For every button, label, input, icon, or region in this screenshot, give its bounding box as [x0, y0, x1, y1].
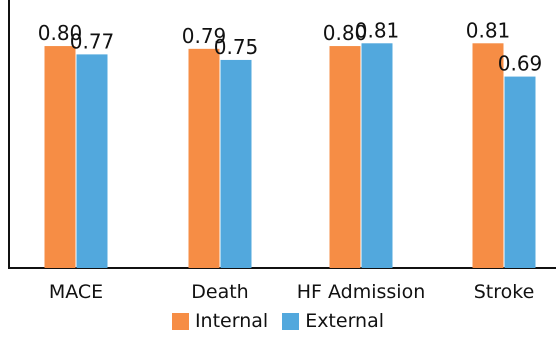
- data-label-internal-3: 0.81: [466, 18, 511, 42]
- bar-chart: 0.800.77 0.790.750.800.81 0.810.69 MACE Dea…: [8, 0, 556, 303]
- bar-external-1: [220, 59, 252, 268]
- category-label-2: HF Admission: [297, 281, 426, 303]
- legend-swatch-internal: [171, 312, 189, 330]
- bar-internal-0: [44, 46, 76, 269]
- category-label-1: Death: [191, 281, 248, 303]
- legend: Internal External: [0, 310, 556, 332]
- category-label-3: Stroke: [474, 281, 535, 303]
- data-label-internal-2: 0.80: [323, 21, 368, 45]
- bar-external-0: [76, 54, 108, 268]
- legend-label-internal: Internal: [194, 310, 269, 332]
- legend-item-internal: Internal: [171, 310, 269, 332]
- bar-labels-group: 0.800.77 0.790.750.800.81 0.810.69: [38, 18, 543, 75]
- data-label-external-3: 0.69: [498, 52, 543, 76]
- data-label-internal-0: 0.80: [38, 21, 83, 45]
- bar-external-2: [361, 43, 393, 269]
- data-label-internal-1: 0.79: [182, 24, 227, 48]
- bar-internal-3: [472, 43, 504, 269]
- bar-internal-1: [188, 48, 220, 268]
- bar-internal-2: [329, 46, 361, 269]
- data-label-external-1: 0.75: [214, 35, 259, 59]
- legend-item-external: External: [282, 310, 384, 332]
- data-label-external-2: 0.81: [355, 18, 400, 42]
- category-labels-group: MACE Death HF Admission Stroke: [49, 281, 534, 303]
- bar-external-3: [504, 76, 536, 268]
- bars-group: [44, 43, 536, 269]
- category-label-0: MACE: [49, 281, 103, 303]
- data-label-external-0: 0.77: [70, 29, 115, 53]
- legend-label-external: External: [305, 310, 385, 332]
- legend-swatch-external: [282, 312, 300, 330]
